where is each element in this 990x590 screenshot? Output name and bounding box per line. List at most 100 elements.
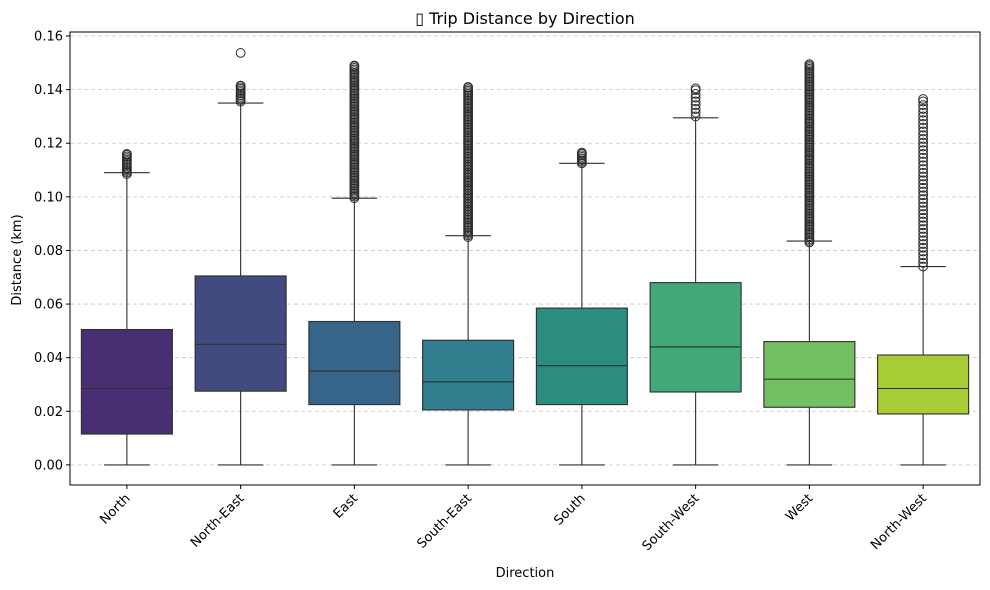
outlier-point [918, 220, 929, 231]
x-tick-label: East [331, 491, 361, 521]
outlier-point [918, 190, 929, 201]
outlier-point [690, 96, 701, 107]
outliers [235, 48, 246, 107]
outlier-point [918, 167, 929, 178]
box-east [308, 60, 401, 466]
gridlines [70, 35, 980, 466]
outlier-point [918, 107, 929, 118]
outlier-point [235, 80, 246, 91]
iqr-box [422, 339, 515, 411]
outlier-point [918, 122, 929, 133]
x-tick-label: South-East [414, 491, 474, 551]
y-tick-label: 0.10 [34, 190, 63, 205]
outlier-point [463, 82, 474, 92]
y-axis-title: Distance (km) [10, 214, 25, 305]
outlier-point [918, 115, 929, 126]
outlier-point [690, 83, 701, 94]
outlier-point [918, 254, 929, 264]
y-axis: 0.00 0.02 0.04 0.06 0.08 0.10 0.12 0.14 0.16 [34, 30, 70, 473]
box-north-east [194, 48, 287, 466]
y-tick-label: 0.06 [34, 298, 63, 313]
box-south [535, 147, 628, 466]
iqr-box [535, 307, 628, 406]
outlier-point [918, 224, 929, 234]
outlier-point [918, 119, 929, 129]
outlier-point [918, 231, 929, 242]
outlier-point [918, 134, 929, 144]
outlier-point [918, 175, 929, 186]
outliers [121, 149, 132, 179]
x-tick-label: South [551, 491, 588, 528]
x-tick-label: West [783, 491, 816, 524]
box-south-east [422, 82, 515, 466]
outliers [804, 59, 815, 248]
outlier-point [918, 164, 929, 174]
outlier-point [918, 96, 929, 107]
box-south-west [649, 83, 742, 466]
x-axis: North North-East East South-East South South-… [97, 485, 930, 554]
outlier-point [918, 212, 929, 223]
outlier-point [349, 60, 360, 71]
outlier-point [576, 147, 587, 158]
x-tick-label: South-West [640, 491, 703, 554]
outlier-point [918, 160, 929, 171]
outlier-point [918, 152, 929, 163]
x-tick-label: North-West [868, 491, 930, 553]
y-tick-label: 0.14 [34, 83, 63, 98]
outliers [576, 147, 587, 169]
outlier-point [918, 100, 929, 111]
outlier-point [918, 149, 929, 159]
outlier-point [121, 149, 132, 159]
plot-frame [69, 31, 981, 486]
outlier-point [918, 246, 929, 257]
outlier-point [918, 126, 929, 137]
outliers [463, 82, 474, 242]
outlier-point [918, 111, 929, 122]
chart-title: ▯ Trip Distance by Direction [415, 9, 635, 28]
y-tick-label: 0.04 [34, 351, 63, 366]
iqr-box [194, 275, 287, 392]
outlier-point [235, 48, 246, 58]
outlier-point [918, 235, 929, 246]
iqr-box [308, 320, 401, 406]
outlier-point [918, 227, 929, 238]
y-tick-label: 0.16 [34, 30, 63, 45]
y-tick-label: 0.12 [34, 137, 63, 152]
outlier-point [918, 242, 929, 253]
outlier-point [918, 130, 929, 141]
outlier-point [918, 201, 929, 212]
outlier-point [918, 104, 929, 114]
outlier-point [918, 94, 929, 104]
outlier-point [918, 171, 929, 182]
outlier-point [690, 107, 701, 118]
outlier-point [690, 111, 701, 122]
y-tick-label: 0.02 [34, 405, 63, 420]
outlier-point [918, 179, 929, 189]
x-tick-label: North [97, 491, 133, 527]
outlier-point [918, 141, 929, 152]
outliers [918, 94, 929, 272]
outliers [349, 60, 360, 204]
outlier-point [918, 209, 929, 219]
outlier-point [918, 197, 929, 208]
outlier-point [690, 92, 701, 103]
outlier-point [918, 156, 929, 167]
outlier-point [804, 59, 815, 70]
outlier-point [918, 137, 929, 148]
outlier-point [918, 250, 929, 261]
iqr-box [877, 354, 970, 415]
outlier-point [918, 145, 929, 156]
iqr-box [80, 328, 173, 435]
outlier-point [690, 104, 701, 114]
outlier-point [918, 257, 929, 268]
x-axis-title: Direction [496, 566, 555, 581]
outlier-point [918, 186, 929, 197]
iqr-box [763, 341, 856, 408]
iqr-box [649, 282, 742, 393]
box-north [80, 149, 173, 466]
x-tick-label: North-East [188, 491, 247, 550]
outlier-point [918, 216, 929, 227]
outlier-point [690, 89, 701, 99]
outlier-point [918, 205, 929, 216]
